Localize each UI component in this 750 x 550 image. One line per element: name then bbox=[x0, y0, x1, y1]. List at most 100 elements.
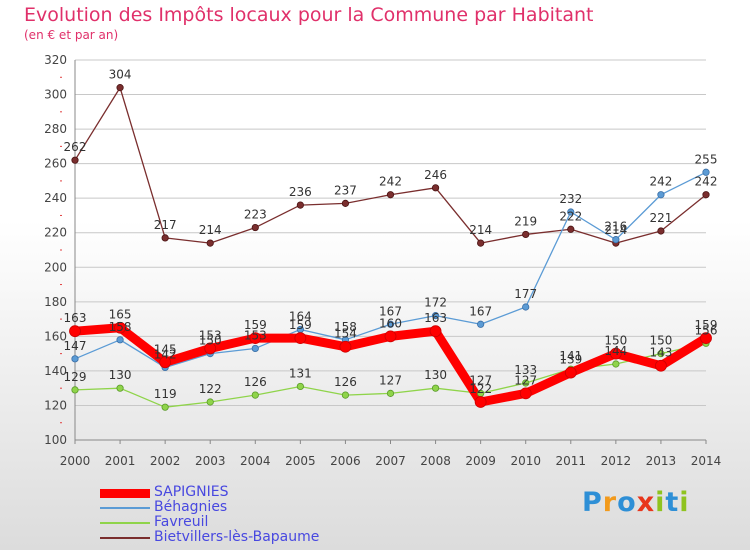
legend-swatch-3 bbox=[100, 537, 150, 539]
x-tick-label: 2010 bbox=[510, 454, 541, 468]
data-label-0: 143 bbox=[649, 346, 672, 360]
series-point-2 bbox=[341, 391, 350, 399]
data-label-1: 255 bbox=[695, 152, 718, 166]
x-tick-label: 2006 bbox=[330, 454, 361, 468]
data-label-0: 139 bbox=[559, 353, 582, 367]
y-tick-label: 220 bbox=[44, 226, 67, 240]
legend-item-1: Béhagnies bbox=[100, 499, 400, 515]
proxiti-logo: Proxiti bbox=[582, 487, 690, 518]
series-point-2 bbox=[657, 350, 665, 358]
x-tick-label: 2014 bbox=[691, 454, 722, 468]
series-point-2 bbox=[71, 386, 79, 394]
series-point-1 bbox=[116, 336, 124, 344]
series-point-1 bbox=[567, 208, 575, 216]
series-point-2 bbox=[431, 384, 440, 392]
y-tick-label: 160 bbox=[44, 329, 67, 343]
series-point-2 bbox=[251, 391, 259, 399]
y-tick-label: 140 bbox=[44, 364, 67, 378]
data-label-0: 159 bbox=[244, 318, 267, 332]
x-tick-label: 2008 bbox=[420, 454, 451, 468]
data-label-0: 160 bbox=[379, 316, 402, 330]
data-label-1: 177 bbox=[514, 287, 537, 301]
series-point-3 bbox=[206, 239, 214, 247]
data-label-1: 153 bbox=[244, 328, 267, 342]
data-label-2: 129 bbox=[64, 370, 87, 384]
y-tick-label: 280 bbox=[44, 122, 67, 136]
data-label-3: 222 bbox=[559, 209, 582, 223]
series-point-1 bbox=[612, 236, 620, 244]
data-label-1: 142 bbox=[154, 347, 177, 361]
series-point-3 bbox=[71, 156, 79, 164]
series-point-0 bbox=[339, 340, 352, 353]
y-tick-label: 240 bbox=[44, 191, 67, 205]
series-point-0 bbox=[294, 332, 307, 344]
series-point-0 bbox=[69, 325, 81, 338]
data-label-1: 242 bbox=[649, 175, 672, 189]
series-point-3 bbox=[522, 230, 530, 239]
data-label-2: 127 bbox=[469, 373, 492, 387]
data-label-0: 145 bbox=[154, 342, 177, 356]
series-point-0 bbox=[700, 332, 712, 344]
data-label-3: 217 bbox=[154, 218, 177, 232]
data-label-2: 156 bbox=[695, 323, 718, 337]
data-label-1: 167 bbox=[379, 304, 402, 318]
series-point-1 bbox=[702, 168, 710, 176]
data-label-1: 232 bbox=[559, 192, 582, 206]
data-label-2: 141 bbox=[559, 349, 582, 363]
legend-label-0: SAPIGNIES bbox=[154, 484, 229, 500]
series-point-2 bbox=[386, 389, 395, 397]
data-label-3: 236 bbox=[289, 185, 312, 199]
data-label-1: 172 bbox=[424, 296, 447, 310]
x-tick-label: 2005 bbox=[285, 454, 316, 468]
x-tick-label: 2003 bbox=[195, 454, 226, 468]
series-point-1 bbox=[251, 344, 259, 353]
series-point-3 bbox=[341, 199, 350, 207]
series-point-2 bbox=[522, 379, 530, 387]
data-label-0: 163 bbox=[424, 311, 447, 325]
series-point-3 bbox=[116, 84, 124, 92]
series-point-3 bbox=[477, 239, 485, 247]
data-label-0: 159 bbox=[289, 318, 312, 332]
legend-label-3: Bietvillers-lès-Bapaume bbox=[154, 529, 320, 545]
data-label-2: 126 bbox=[334, 375, 357, 389]
data-label-3: 242 bbox=[695, 175, 718, 189]
x-tick-label: 2000 bbox=[60, 454, 91, 468]
y-tick-label: 120 bbox=[44, 398, 67, 412]
series-point-2 bbox=[116, 384, 124, 392]
series-point-3 bbox=[296, 201, 304, 209]
data-label-3: 214 bbox=[199, 223, 222, 237]
data-label-2: 144 bbox=[604, 344, 627, 358]
data-label-0: 150 bbox=[604, 334, 627, 348]
data-label-3: 221 bbox=[649, 211, 672, 225]
legend-label-2: Favreuil bbox=[154, 514, 209, 530]
series-point-1 bbox=[477, 320, 485, 328]
legend-swatch-2 bbox=[100, 522, 150, 524]
x-tick-label: 2011 bbox=[556, 454, 587, 468]
y-tick-label: 200 bbox=[44, 260, 67, 274]
y-tick-label: 100 bbox=[44, 433, 67, 447]
y-tick-label: 320 bbox=[44, 53, 67, 67]
series-point-0 bbox=[114, 321, 126, 334]
data-label-3: 242 bbox=[379, 175, 402, 189]
series-point-0 bbox=[564, 366, 577, 379]
data-label-0: 154 bbox=[334, 327, 357, 341]
series-point-0 bbox=[474, 396, 487, 408]
data-label-2: 122 bbox=[199, 382, 222, 396]
series-point-1 bbox=[522, 303, 530, 311]
data-label-0: 163 bbox=[64, 311, 87, 325]
series-point-3 bbox=[567, 225, 575, 233]
data-label-1: 158 bbox=[334, 320, 357, 334]
legend-label-1: Béhagnies bbox=[154, 499, 228, 515]
data-label-0: 127 bbox=[514, 373, 537, 387]
series-point-0 bbox=[609, 347, 622, 360]
data-label-1: 216 bbox=[604, 220, 627, 234]
x-tick-label: 2012 bbox=[601, 454, 632, 468]
data-label-3: 237 bbox=[334, 183, 357, 197]
series-point-2 bbox=[206, 398, 214, 406]
x-tick-label: 2004 bbox=[240, 454, 271, 468]
series-point-1 bbox=[386, 320, 395, 328]
y-tick-label: 300 bbox=[44, 88, 67, 102]
series-point-1 bbox=[71, 355, 79, 363]
